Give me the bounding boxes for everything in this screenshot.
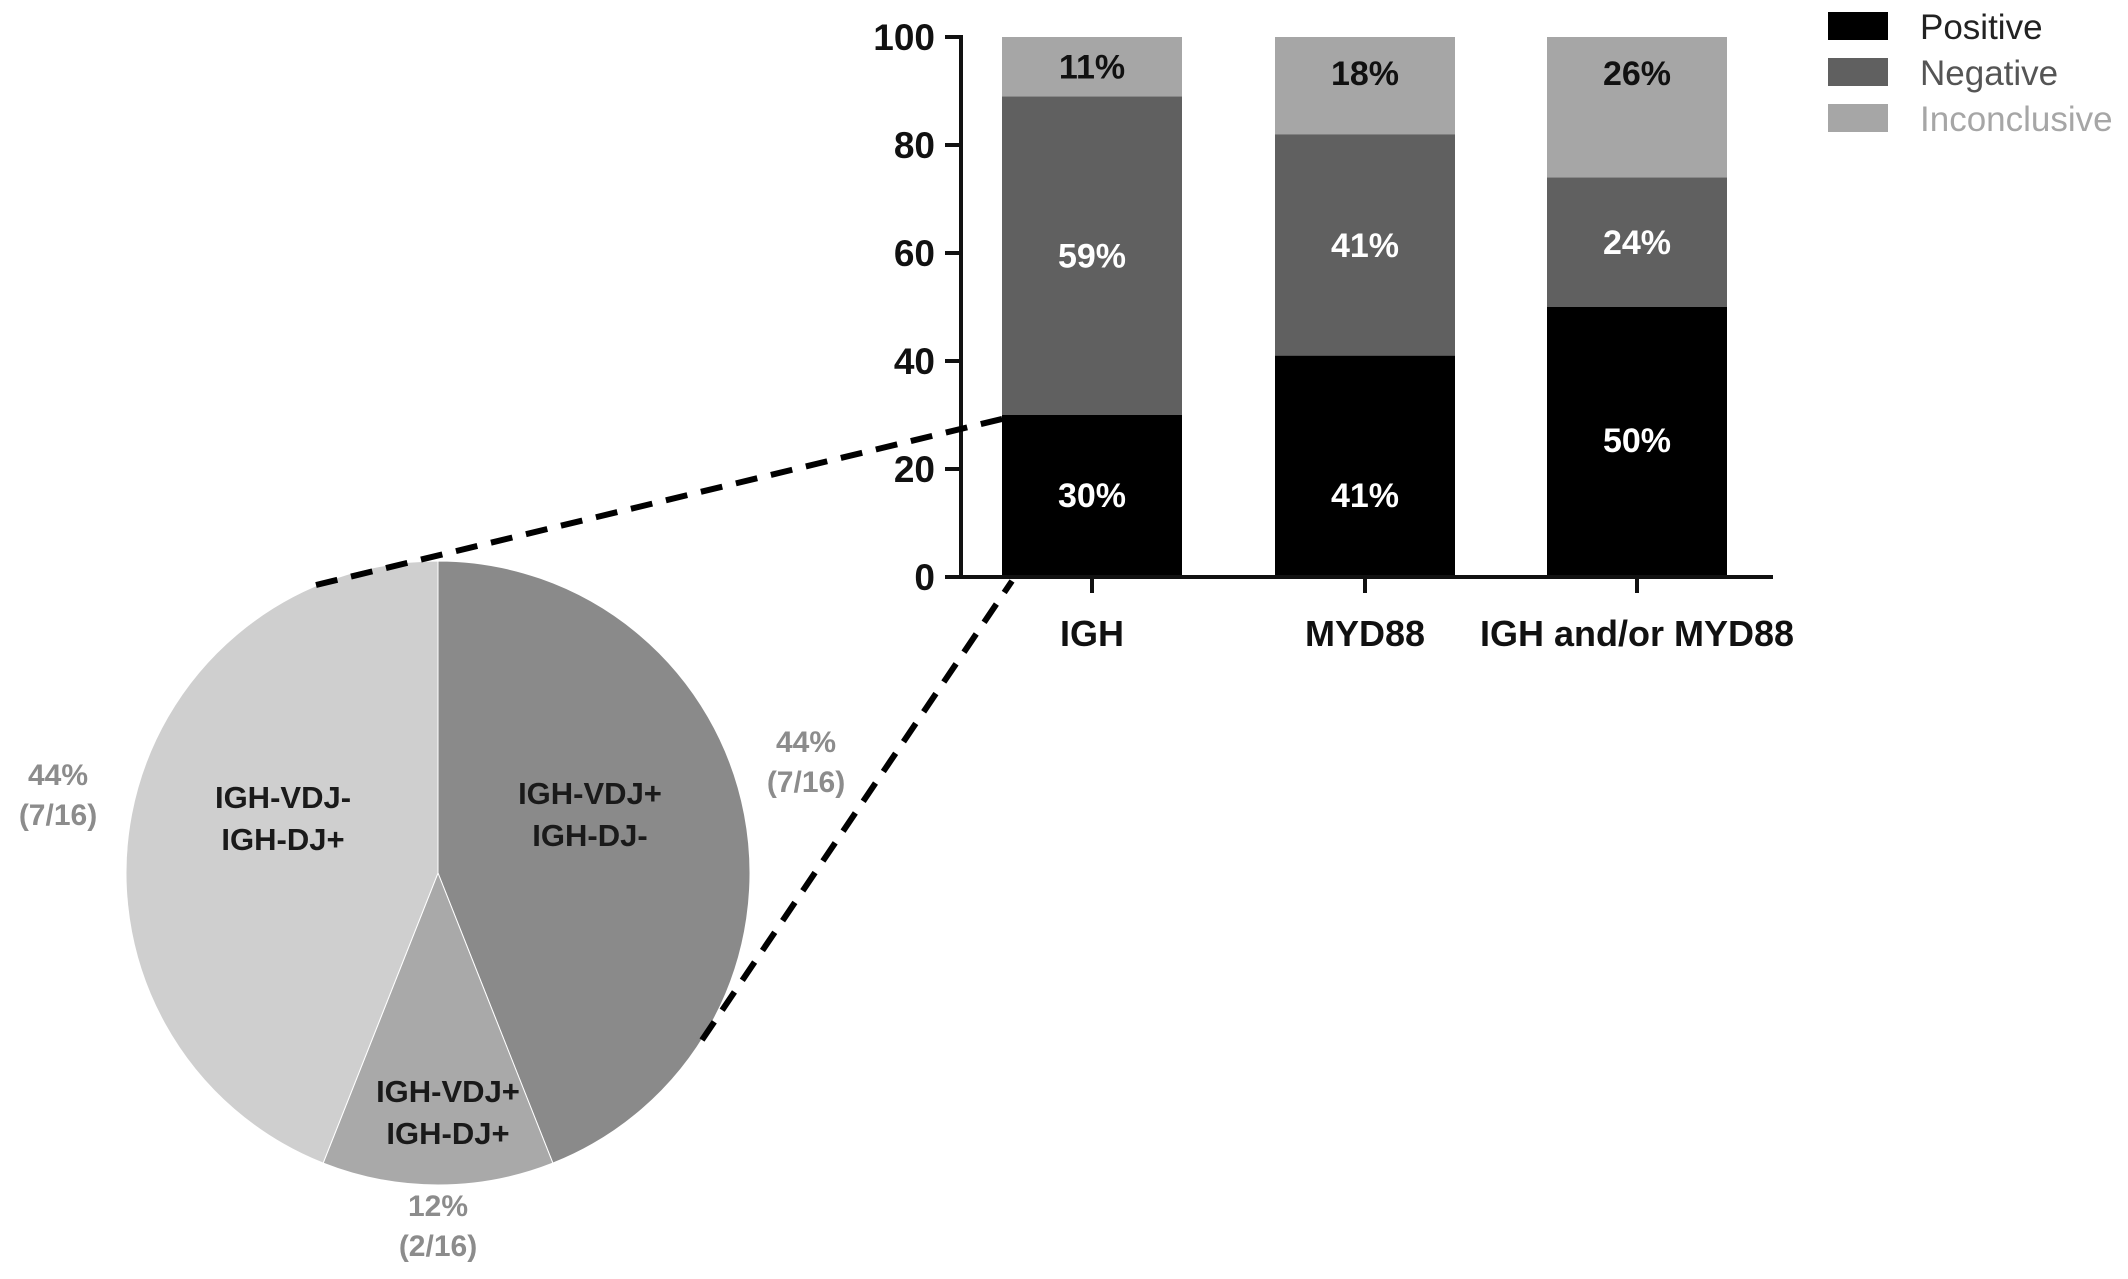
pie-slice-label-2: IGH-DJ+ [221,822,344,857]
legend-swatch-positive [1828,12,1888,40]
pie-slice-pct-1: 12% [408,1190,468,1223]
zoom-connector-bottom [699,579,1015,1042]
bar-segment-positive-0 [1002,415,1182,577]
bar-label-inconclusive-2: 26% [1603,55,1671,93]
y-ticks: 0 20 40 60 80 100 [873,17,961,598]
bar-segment-positive-2 [1547,307,1727,577]
bar-segment-inconclusive-0 [1002,37,1182,97]
pie-slice-pct-2: 44% [28,759,88,792]
bar-label-negative-2: 24% [1603,224,1671,262]
pie-slice-label-0: IGH-DJ- [532,818,647,853]
y-tick-label: 100 [873,17,935,58]
legend-swatch-negative [1828,58,1888,86]
pie-slice-percentages: 44% (7/16) 12% (2/16) 44% (7/16) [19,726,845,1263]
bar-label-inconclusive-1: 18% [1331,55,1399,93]
pie-slice-1 [322,871,554,1186]
category-label: IGH [1060,613,1124,654]
category-label: MYD88 [1305,613,1425,654]
legend: Positive Negative Inconclusive [1828,8,2113,139]
y-tick-label: 80 [894,125,935,166]
segment-labels: 30% 59% 11% 41% 41% 18% 50% 24% 26% [1058,49,1671,515]
bar-segment-negative-2 [1547,177,1727,307]
pie-slice-pct-0: 44% [776,726,836,759]
pie-slice-label-0: IGH-VDJ+ [518,776,662,811]
bar-segment-inconclusive-1 [1275,37,1455,135]
zoom-connectors [315,415,1015,1042]
pie-chart: IGH-VDJ+ IGH-DJ- IGH-VDJ+ IGH-DJ+ IGH-VDJ- IG… [19,560,845,1263]
pie-slice-pct-1: (2/16) [399,1230,477,1263]
zoom-connector-top [315,415,1007,588]
legend-label-positive: Positive [1920,8,2043,47]
bar-label-negative-1: 41% [1331,227,1399,265]
bar-segment-negative-0 [1002,96,1182,416]
pie-slices [125,560,751,1186]
legend-label-negative: Negative [1920,54,2058,93]
bar-label-positive-1: 41% [1331,477,1399,515]
legend-swatch-inconclusive [1828,104,1888,132]
bar-label-positive-2: 50% [1603,422,1671,460]
bar-label-negative-0: 59% [1058,238,1126,276]
bar-segment-inconclusive-2 [1547,37,1727,178]
pie-slice-label-1: IGH-VDJ+ [376,1074,520,1109]
pie-slice-labels: IGH-VDJ+ IGH-DJ- IGH-VDJ+ IGH-DJ+ IGH-VDJ- IG… [215,776,662,1151]
category-label: IGH and/or MYD88 [1480,613,1794,654]
y-tick-label: 0 [914,557,935,598]
pie-slice-label-1: IGH-DJ+ [386,1116,509,1151]
legend-label-inconclusive: Inconclusive [1920,100,2113,139]
pie-slice-pct-2: (7/16) [19,799,97,832]
y-tick-label: 20 [894,449,935,490]
x-tick-marks [1090,577,1639,593]
pie-slice-pct-0: (7/16) [767,766,845,799]
category-labels: IGH MYD88 IGH and/or MYD88 [1060,613,1794,654]
bars [1002,37,1727,577]
bar-segment-negative-1 [1275,134,1455,356]
stacked-bar-chart: 30% 59% 11% 41% 41% 18% 50% 24% 26% 0 20 40 60 80 100… [873,17,1794,654]
y-tick-label: 40 [894,341,935,382]
y-tick-label: 60 [894,233,935,274]
bar-segment-positive-1 [1275,355,1455,577]
pie-slice-label-2: IGH-VDJ- [215,780,351,815]
bar-label-positive-0: 30% [1058,477,1126,515]
pie-slice-0 [437,560,751,1164]
bar-label-inconclusive-0: 11% [1059,49,1125,87]
